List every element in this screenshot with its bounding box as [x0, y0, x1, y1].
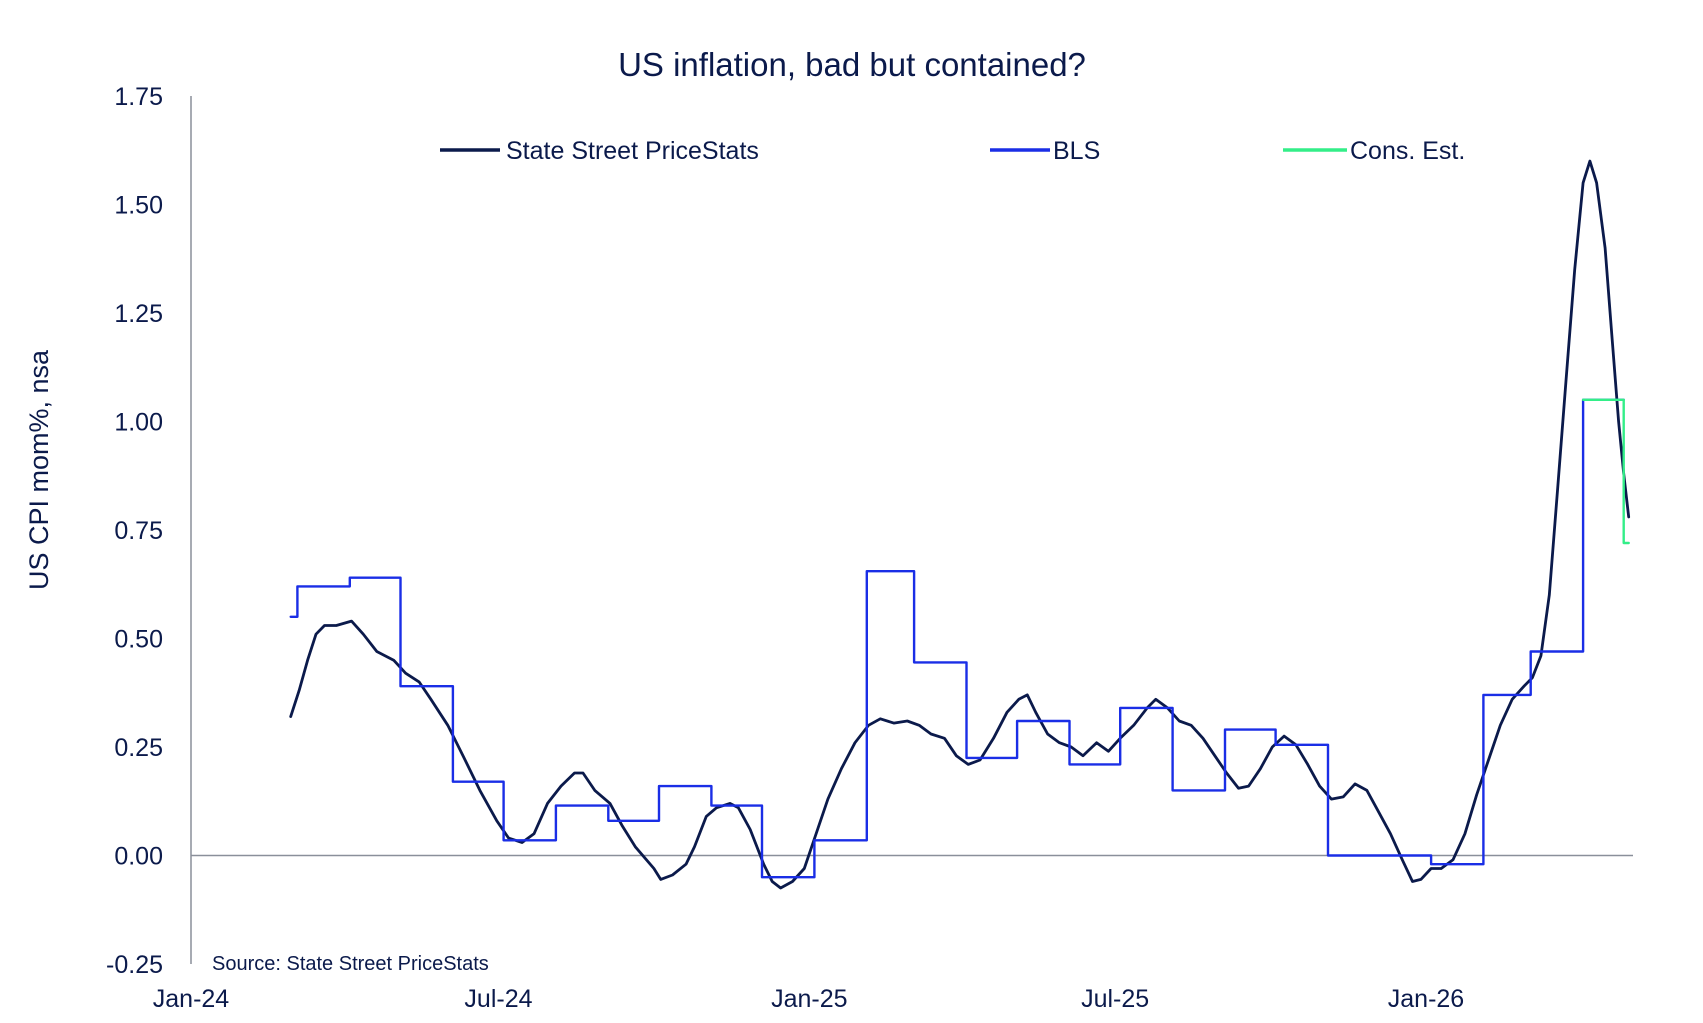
chart-title: US inflation, bad but contained?: [618, 46, 1086, 83]
axes: 1.75 1.50 1.25 1.00 0.75 0.50 0.25 0.00 -0.25 Jan…: [106, 83, 1633, 1013]
y-tick-label: 1.75: [114, 83, 163, 111]
x-tick-label: Jul-24: [464, 985, 532, 1013]
y-tick-label: 0.00: [114, 843, 163, 871]
plot-area: [289, 159, 1631, 890]
x-tick-label: Jul-25: [1081, 985, 1149, 1013]
legend: State Street PriceStats BLS Cons. Est.: [440, 137, 1465, 165]
y-tick-label: 1.50: [114, 192, 163, 220]
legend-entry-bls: BLS: [990, 137, 1100, 165]
y-tick-label: 0.25: [114, 734, 163, 762]
y-tick-label: 1.25: [114, 300, 163, 328]
legend-label-bls: BLS: [1053, 137, 1100, 165]
x-tick-label: Jan-26: [1388, 985, 1464, 1013]
y-tick-label: 0.50: [114, 626, 163, 654]
legend-label-pricestats: State Street PriceStats: [506, 137, 759, 165]
series-line-cons-est: [1581, 398, 1630, 545]
legend-entry-cons-est: Cons. Est.: [1283, 137, 1465, 165]
y-tick-label: -0.25: [106, 951, 163, 979]
x-tick-label: Jan-25: [771, 985, 847, 1013]
legend-entry-pricestats: State Street PriceStats: [440, 137, 759, 165]
y-tick-label: 1.00: [114, 409, 163, 437]
x-tick-label: Jan-24: [153, 985, 230, 1013]
series-line-bls: [289, 398, 1625, 879]
y-axis-title: US CPI mom%, nsa: [24, 349, 54, 590]
series-line-state-street-pricestats: [289, 159, 1631, 890]
legend-label-cons-est: Cons. Est.: [1350, 137, 1465, 165]
source-note: Source: State Street PriceStats: [212, 953, 489, 975]
y-tick-label: 0.75: [114, 517, 163, 545]
